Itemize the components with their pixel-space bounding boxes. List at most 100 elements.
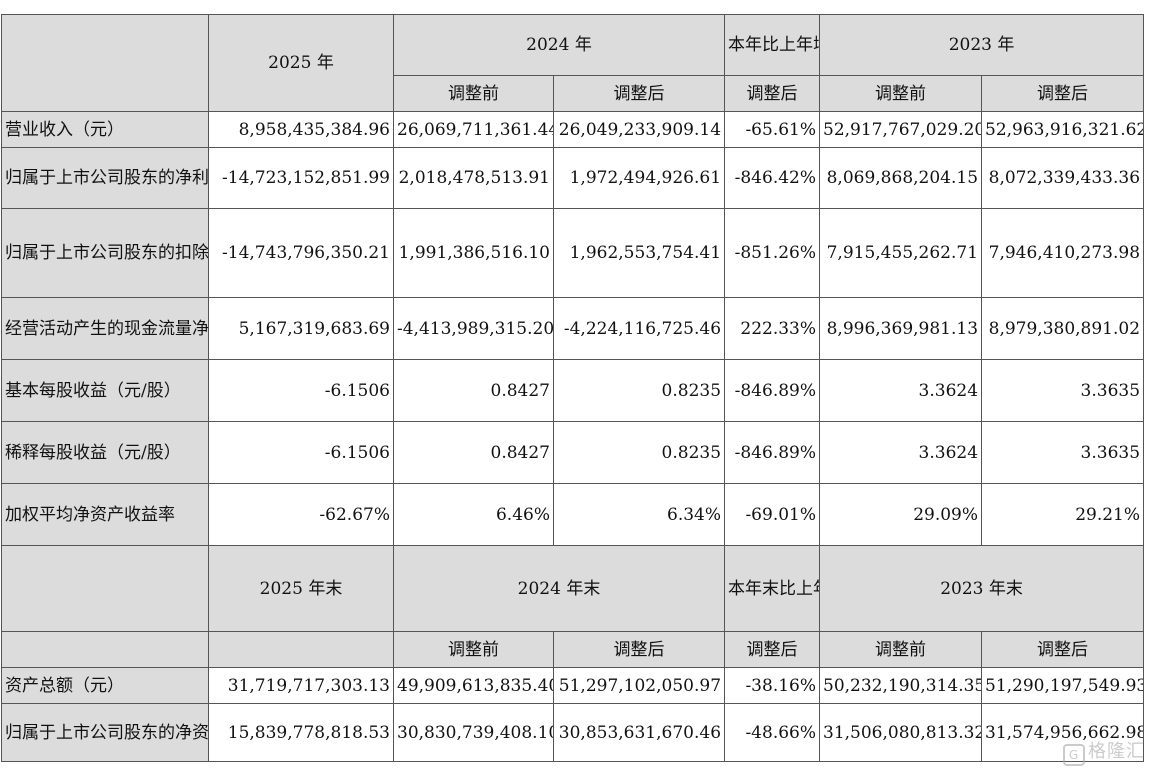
table-row: 加权平均净资产收益率 -62.67% 6.46% 6.34% -69.01% 2… bbox=[1, 483, 1145, 546]
row-label: 资产总额（元） bbox=[1, 667, 209, 704]
value-2023-after: 52,963,916,321.62 bbox=[981, 111, 1145, 148]
value-2024-before: 0.8427 bbox=[393, 359, 554, 422]
subheader-change-after: 调整后 bbox=[724, 631, 821, 668]
subheader-2023-after: 调整后 bbox=[981, 631, 1145, 668]
header-2025-end: 2025 年末 bbox=[208, 545, 394, 632]
row-label: 经营活动产生的现金流量净额（元） bbox=[1, 297, 209, 360]
value-change: 222.33% bbox=[724, 297, 821, 360]
row-label: 加权平均净资产收益率 bbox=[1, 483, 209, 546]
subheader-corner-cell bbox=[1, 631, 209, 668]
row-label: 稀释每股收益（元/股） bbox=[1, 421, 209, 484]
table-row: 营业收入（元） 8,958,435,384.96 26,069,711,361.… bbox=[1, 111, 1145, 148]
value-2024-before: 1,991,386,516.10 bbox=[393, 208, 554, 298]
value-2023-after: 3.3635 bbox=[981, 421, 1145, 484]
section1-subheader-row: 调整前 调整后 调整后 调整前 调整后 bbox=[2, 75, 1145, 112]
value-2023-before: 8,996,369,981.13 bbox=[819, 297, 983, 360]
value-2023-before: 3.3624 bbox=[819, 359, 983, 422]
value-2023-after: 8,072,339,433.36 bbox=[981, 147, 1145, 209]
value-2023-after: 3.3635 bbox=[981, 359, 1145, 422]
value-2023-before: 7,915,455,262.71 bbox=[819, 208, 983, 298]
value-change: -48.66% bbox=[724, 703, 821, 762]
value-2024-after: 0.8235 bbox=[552, 421, 726, 484]
value-2023-before: 3.3624 bbox=[819, 421, 983, 484]
watermark: G 格隆汇 bbox=[1063, 737, 1145, 766]
value-2023-before: 52,917,767,029.20 bbox=[819, 111, 983, 148]
value-2023-after: 8,979,380,891.02 bbox=[981, 297, 1145, 360]
value-2024-after: 30,853,631,670.46 bbox=[552, 703, 726, 762]
value-2024-before: 0.8427 bbox=[393, 421, 554, 484]
value-2025: -14,723,152,851.99 bbox=[208, 147, 394, 209]
value-change: -38.16% bbox=[724, 667, 821, 704]
table-row: 归属于上市公司股东的净资产（元） 15,839,778,818.53 30,83… bbox=[1, 703, 1145, 762]
value-2024-before: 2,018,478,513.91 bbox=[393, 147, 554, 209]
value-change: -846.42% bbox=[724, 147, 821, 209]
subheader-2024-before: 调整前 bbox=[393, 75, 554, 112]
value-2024-after: 0.8235 bbox=[552, 359, 726, 422]
table-row: 基本每股收益（元/股） -6.1506 0.8427 0.8235 -846.8… bbox=[1, 359, 1145, 422]
value-2025: -6.1506 bbox=[208, 421, 394, 484]
table-row: 资产总额（元） 31,719,717,303.13 49,909,613,835… bbox=[1, 667, 1145, 704]
value-change: -846.89% bbox=[724, 421, 821, 484]
value-change: -851.26% bbox=[724, 208, 821, 298]
header-corner-cell bbox=[1, 14, 209, 112]
header-2023: 2023 年 bbox=[819, 14, 1145, 76]
header-change-end: 本年末比上年末增减 bbox=[724, 545, 821, 632]
value-2025: 15,839,778,818.53 bbox=[208, 703, 394, 762]
subheader-2023-before: 调整前 bbox=[819, 75, 983, 112]
value-2024-after: 1,962,553,754.41 bbox=[552, 208, 726, 298]
subheader-2023-after: 调整后 bbox=[981, 75, 1145, 112]
value-2025: 31,719,717,303.13 bbox=[208, 667, 394, 704]
row-label: 归属于上市公司股东的扣除非经常性损益的净利润（元） bbox=[1, 208, 209, 298]
subheader-2025-blank bbox=[208, 631, 394, 668]
value-2025: -14,743,796,350.21 bbox=[208, 208, 394, 298]
table-row: 稀释每股收益（元/股） -6.1506 0.8427 0.8235 -846.8… bbox=[1, 421, 1145, 484]
section1-header-row: 2025 年 2024 年 本年比上年增减 2023 年 bbox=[1, 14, 1145, 112]
value-2024-before: 49,909,613,835.40 bbox=[393, 667, 554, 704]
table-row: 经营活动产生的现金流量净额（元） 5,167,319,683.69 -4,413… bbox=[1, 297, 1145, 360]
subheader-change-after: 调整后 bbox=[724, 75, 821, 112]
section2-header-row: 2025 年末 2024 年末 本年末比上年末增减 2023 年末 bbox=[1, 545, 1145, 632]
row-label: 归属于上市公司股东的净资产（元） bbox=[1, 703, 209, 762]
value-change: -846.89% bbox=[724, 359, 821, 422]
value-2024-after: 6.34% bbox=[552, 483, 726, 546]
financial-summary-table: 2025 年 2024 年 本年比上年增减 2023 年 调整前 调整后 调整后… bbox=[1, 14, 1145, 762]
value-2023-after: 7,946,410,273.98 bbox=[981, 208, 1145, 298]
subheader-2024-before: 调整前 bbox=[393, 631, 554, 668]
value-2024-after: 1,972,494,926.61 bbox=[552, 147, 726, 209]
value-2024-after: 51,297,102,050.97 bbox=[552, 667, 726, 704]
watermark-logo-icon: G bbox=[1063, 744, 1085, 766]
row-label: 基本每股收益（元/股） bbox=[1, 359, 209, 422]
value-2024-after: -4,224,116,725.46 bbox=[552, 297, 726, 360]
section2-subheader-row: 调整前 调整后 调整后 调整前 调整后 bbox=[1, 631, 1145, 668]
header-change: 本年比上年增减 bbox=[724, 14, 821, 76]
value-2023-after: 51,290,197,549.93 bbox=[981, 667, 1145, 704]
value-2024-after: 26,049,233,909.14 bbox=[552, 111, 726, 148]
row-label: 归属于上市公司股东的净利润（元） bbox=[1, 147, 209, 209]
value-2023-after: 29.21% bbox=[981, 483, 1145, 546]
value-2023-before: 50,232,190,314.35 bbox=[819, 667, 983, 704]
header-2025: 2025 年 bbox=[208, 14, 394, 112]
value-2024-before: 30,830,739,408.10 bbox=[393, 703, 554, 762]
value-2025: 8,958,435,384.96 bbox=[208, 111, 394, 148]
value-2024-before: 6.46% bbox=[393, 483, 554, 546]
subheader-2023-before: 调整前 bbox=[819, 631, 983, 668]
subheader-2024-after: 调整后 bbox=[552, 75, 726, 112]
header-2024: 2024 年 bbox=[392, 14, 726, 76]
value-2024-before: 26,069,711,361.44 bbox=[393, 111, 554, 148]
value-2023-before: 31,506,080,813.32 bbox=[819, 703, 983, 762]
value-change: -65.61% bbox=[724, 111, 821, 148]
value-2025: 5,167,319,683.69 bbox=[208, 297, 394, 360]
value-change: -69.01% bbox=[724, 483, 821, 546]
header-2024-end: 2024 年末 bbox=[392, 545, 726, 632]
table-row: 归属于上市公司股东的扣除非经常性损益的净利润（元） -14,743,796,35… bbox=[1, 208, 1145, 298]
subheader-2024-after: 调整后 bbox=[552, 631, 726, 668]
watermark-text: 格隆汇 bbox=[1088, 741, 1145, 762]
value-2024-before: -4,413,989,315.20 bbox=[393, 297, 554, 360]
row-label: 营业收入（元） bbox=[1, 111, 209, 148]
value-2023-after: 31,574,956,662.98 bbox=[981, 703, 1145, 762]
table-row: 归属于上市公司股东的净利润（元） -14,723,152,851.99 2,01… bbox=[1, 147, 1145, 209]
value-2025: -6.1506 bbox=[208, 359, 394, 422]
header-2023-end: 2023 年末 bbox=[819, 545, 1145, 632]
value-2023-before: 29.09% bbox=[819, 483, 983, 546]
value-2023-before: 8,069,868,204.15 bbox=[819, 147, 983, 209]
